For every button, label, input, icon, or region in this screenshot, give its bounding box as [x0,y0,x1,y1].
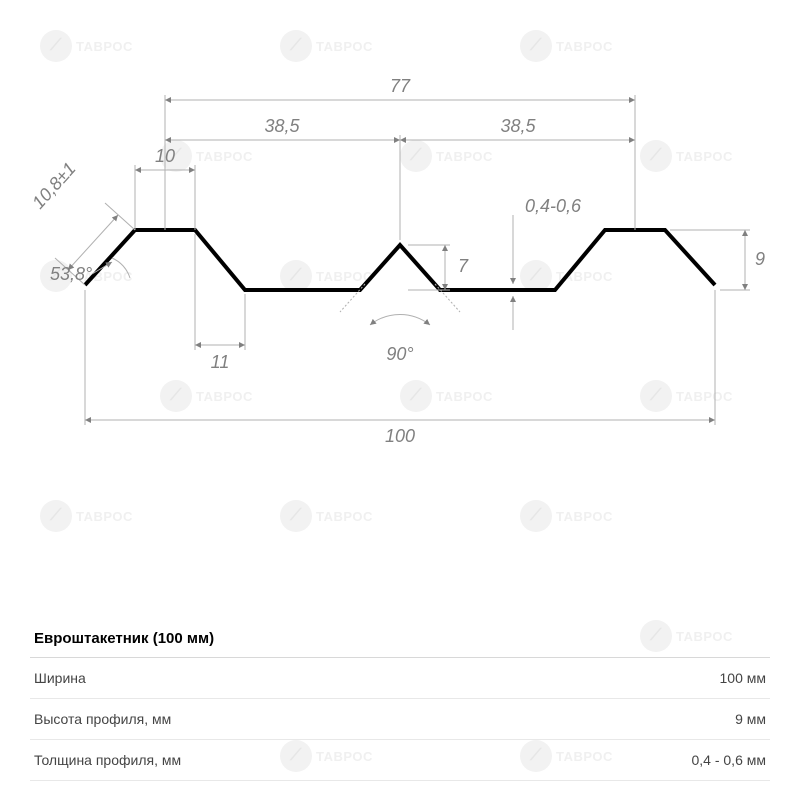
spec-row: Высота профиля, мм 9 мм [30,699,770,740]
profile-diagram: 77 38,5 38,5 10 10,8±1 53,8° 11 90° 7 0,… [30,40,770,500]
spec-row: Ширина 100 мм [30,658,770,699]
spec-row: Толщина профиля, мм 0,4 - 0,6 мм [30,740,770,781]
dim-center-height: 7 [458,256,469,276]
dim-right-height: 9 [755,249,765,269]
spec-value: 0,4 - 0,6 мм [691,752,766,768]
dim-half-right: 38,5 [500,116,536,136]
dim-bottom-overall: 100 [385,426,415,446]
spec-table: Евроштакетник (100 мм) Ширина 100 мм Выс… [30,620,770,781]
spec-value: 9 мм [735,711,766,727]
dim-center-angle: 90° [386,344,413,364]
spec-label: Высота профиля, мм [34,711,171,727]
dim-edge-tol: 10,8±1 [30,158,80,212]
dim-thickness: 0,4-0,6 [525,196,582,216]
dim-flat-top: 10 [155,146,175,166]
spec-label: Ширина [34,670,86,686]
dim-half-left: 38,5 [264,116,300,136]
dim-top-overall: 77 [390,76,411,96]
dim-bottom-left: 11 [211,352,230,372]
spec-title: Евроштакетник (100 мм) [30,620,770,658]
spec-value: 100 мм [720,670,767,686]
spec-label: Толщина профиля, мм [34,752,181,768]
dim-edge-angle: 53,8° [50,264,92,284]
